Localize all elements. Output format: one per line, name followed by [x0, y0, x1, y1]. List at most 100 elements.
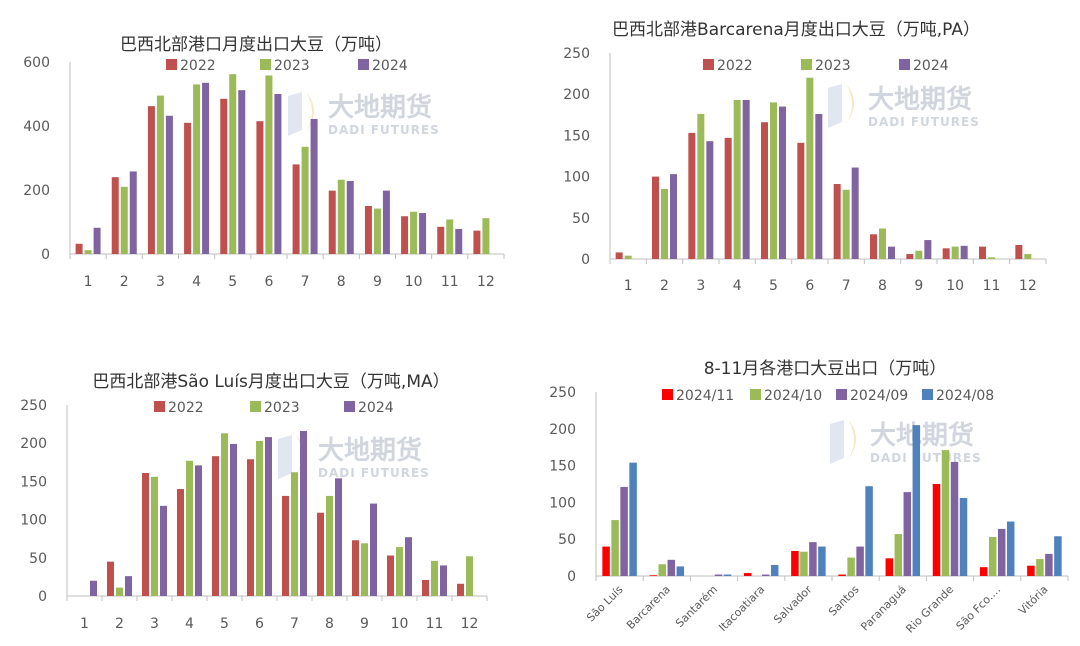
chart-3-legend-swatch-2024/11: [662, 389, 673, 400]
chart-0-bar-2022-12: [473, 230, 481, 254]
chart-1-bar-2023-2: [661, 188, 668, 259]
chart-0-x-tick: 2: [120, 274, 129, 290]
chart-3-bar-2024/11-Vitória: [1027, 565, 1035, 576]
chart-1-bar-2023-3: [697, 113, 705, 259]
chart-0-bar-2022-4: [184, 122, 192, 254]
chart-2-x-tick: 10: [391, 616, 409, 632]
chart-3-bar-2024/08-São Fco.…: [1006, 521, 1015, 576]
chart-0-x-tick: 5: [228, 274, 237, 290]
chart-3-bar-2024/11-São Luís: [602, 546, 610, 576]
chart-0-bar-2023-8: [337, 179, 345, 254]
chart-3-bar-2024/10-Paranaguá: [894, 534, 903, 576]
chart-3-x-tick: Vitória: [1016, 583, 1050, 617]
chart-3-legend-swatch-2024/08: [922, 389, 933, 400]
chart-1-bar-2024-10: [960, 245, 968, 259]
chart-2-y-tick: 150: [20, 474, 47, 490]
chart-3-bar-2024/09-São Luís: [620, 486, 628, 576]
chart-0-x-tick: 10: [405, 274, 423, 290]
chart-0-bar-2024-5: [238, 90, 246, 254]
chart-1-bar-2022-2: [652, 176, 659, 259]
chart-0-legend-swatch-2023: [260, 59, 271, 70]
watermark-main-text: 大地期货: [868, 84, 972, 115]
watermark-main-text: 大地期货: [870, 420, 974, 451]
chart-1-bar-2022-1: [615, 252, 623, 259]
chart-0-bar-2023-2: [120, 186, 128, 254]
chart-0-bar-2023-11: [446, 219, 454, 254]
chart-1-y-tick: 250: [563, 46, 590, 62]
chart-0-bar-2023-3: [156, 95, 164, 254]
chart-2-bar-2024-11: [440, 565, 447, 596]
chart-2-x-tick: 11: [426, 616, 444, 632]
chart-3-bar-2024/08-Paranaguá: [912, 425, 921, 576]
chart-2-legend-swatch-2023: [250, 401, 261, 412]
chart-0-x-tick: 1: [84, 274, 93, 290]
chart-2-y-tick: 50: [29, 551, 47, 567]
chart-3-y-tick: 150: [549, 459, 576, 475]
chart-2-x-tick: 8: [325, 616, 334, 632]
watermark-logo-left: [278, 435, 292, 479]
chart-3-bar-2024/09-Itacoatiara: [761, 574, 770, 576]
chart-2-y-tick: 0: [38, 589, 47, 605]
chart-2-bar-2023-5: [221, 433, 228, 596]
chart-1-bar-2024-7: [851, 167, 859, 259]
chart-2-bar-2022-6: [247, 459, 254, 596]
chart-2-bar-2023-2: [116, 587, 123, 596]
chart-2-legend-label-2024: 2024: [358, 400, 394, 416]
chart-0-bar-2024-11: [455, 229, 463, 254]
chart-2-bar-2023-3: [151, 476, 158, 596]
chart-2-bar-2024-3: [160, 505, 167, 596]
watermark-logo-right: [848, 420, 856, 460]
chart-2-x-tick: 3: [150, 616, 159, 632]
chart-2-x-tick: 12: [461, 616, 479, 632]
chart-3-bar-2024/11-Santos: [838, 574, 846, 576]
chart-3-bar-2024/10-Salvador: [800, 551, 808, 576]
chart-1-legend-label-2022: 2022: [717, 58, 753, 74]
chart-0-bar-2024-1: [93, 227, 101, 254]
chart-2-x-tick: 1: [80, 616, 89, 632]
chart-0-bar-2023-10: [410, 211, 418, 254]
chart-3-bar-2024/08-Salvador: [818, 546, 826, 576]
watermark-logo-right: [306, 92, 314, 132]
chart-1-y-tick: 200: [563, 87, 590, 103]
chart-3-bar-2024/09-Paranaguá: [903, 492, 912, 576]
chart-1-bar-2024-5: [779, 106, 786, 259]
chart-1-bar-2022-8: [870, 234, 877, 259]
chart-2-bar-2023-6: [256, 440, 263, 596]
chart-2-bar-2024-4: [195, 465, 202, 596]
chart-2-bar-2022-11: [422, 579, 429, 596]
chart-2-bar-2022-2: [107, 561, 114, 596]
chart-0-y-tick: 600: [23, 55, 50, 71]
watermark-sub-text: DADI FUTURES: [870, 451, 982, 465]
chart-1-x-tick: 8: [878, 278, 887, 294]
chart-0-bar-2024-8: [346, 181, 354, 254]
chart-0-bar-2024-4: [202, 82, 210, 254]
watermark-sub-text: DADI FUTURES: [318, 466, 430, 480]
chart-0-legend-label-2024: 2024: [372, 58, 408, 74]
chart-3-bar-2024/10-Barcarena: [658, 564, 667, 576]
chart-0-bar-2023-1: [84, 250, 92, 254]
chart-3-y-tick: 200: [549, 422, 576, 438]
chart-1-y-tick: 50: [572, 211, 590, 227]
chart-1-legend-label-2024: 2024: [913, 58, 949, 74]
chart-0-bar-2024-3: [165, 115, 173, 254]
chart-1-bar-2023-1: [624, 255, 632, 259]
chart-2-bar-2024-1: [90, 580, 97, 596]
chart-0-bar-2024-9: [382, 190, 390, 254]
chart-3-y-tick: 50: [558, 532, 576, 548]
chart-1-x-tick: 6: [805, 278, 814, 294]
chart-3-bar-2024/11-Rio Grande: [932, 484, 941, 576]
chart-0-bar-2024-6: [274, 94, 282, 254]
chart-1-x-tick: 10: [946, 278, 964, 294]
chart-0-y-tick: 200: [23, 183, 50, 199]
chart-3-bar-2024/08-Santos: [865, 486, 873, 576]
chart-2-bar-2022-5: [212, 456, 219, 596]
chart-0-x-tick: 6: [264, 274, 273, 290]
chart-3-bar-2024/10-Vitória: [1036, 559, 1044, 576]
chart-3-bar-2024/09-Santarém: [714, 574, 723, 576]
chart-1-bar-2024-3: [706, 141, 714, 259]
chart-3-bar-2024/11-Itacoatiara: [743, 573, 752, 576]
